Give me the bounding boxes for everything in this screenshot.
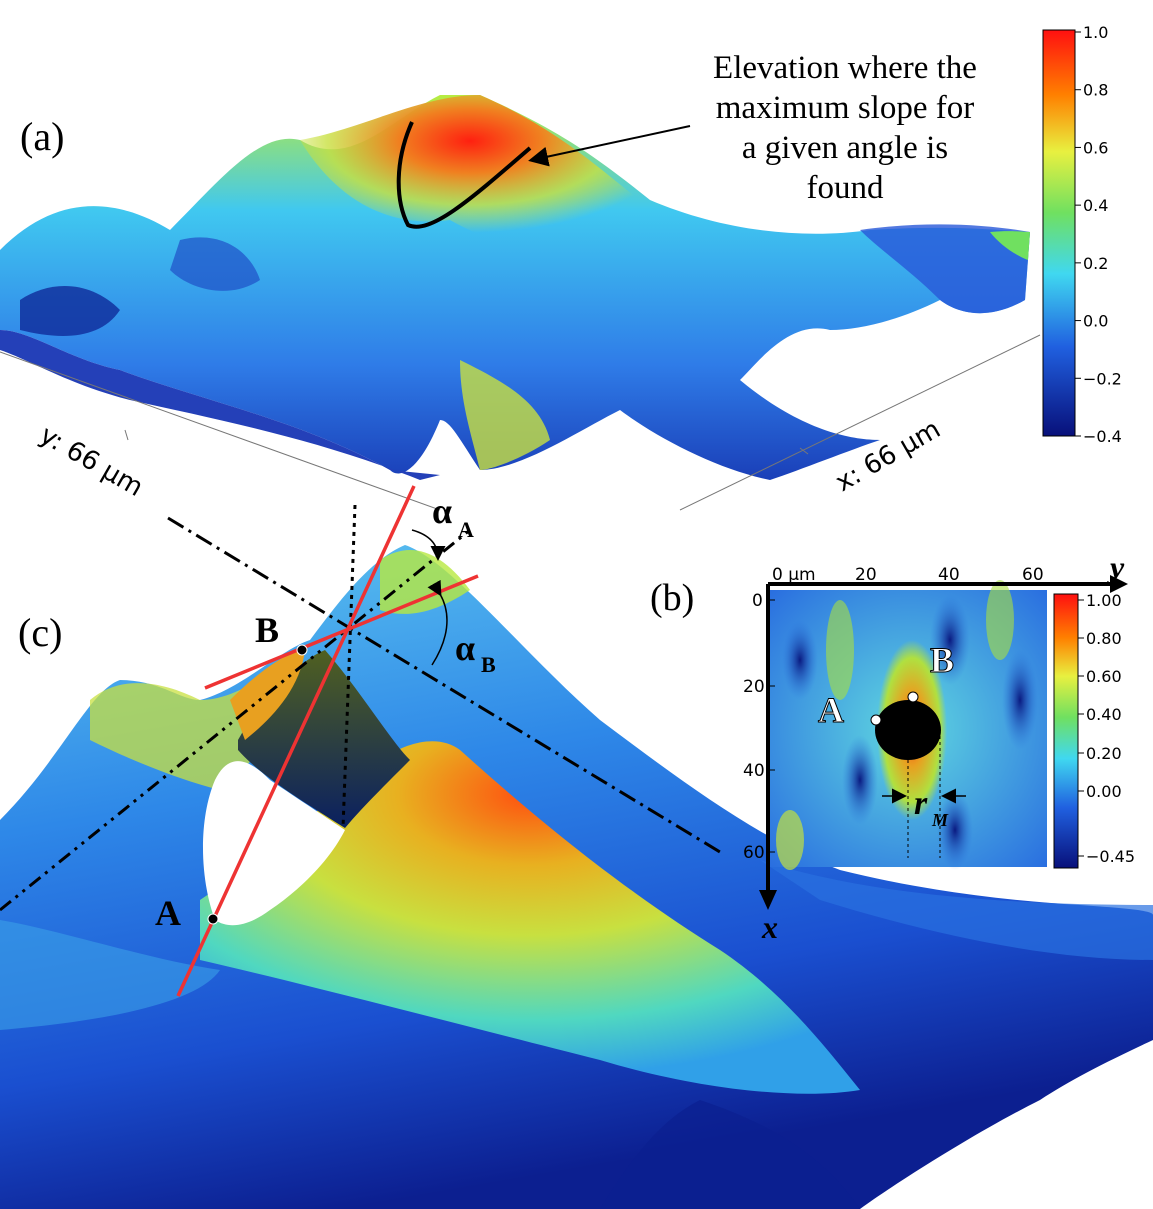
colorbar-a-tick-label: 0.4 — [1083, 196, 1108, 215]
annotation-line-4: found — [807, 170, 884, 206]
map-x-tick-0: 0 µm — [772, 565, 816, 585]
colorbar-a-tick-label: 0.2 — [1083, 254, 1108, 273]
colorbar-a-tick-label: 0.0 — [1083, 312, 1108, 331]
map-y-tick-20: 20 — [743, 677, 765, 697]
colorbar-a-tick-label: −0.2 — [1083, 369, 1122, 388]
colorbar-b-tick-label: 0.00 — [1086, 782, 1122, 801]
annotation-line-1: Elevation where the — [713, 50, 977, 86]
map-x-tick-60: 60 — [1022, 565, 1044, 585]
colorbar-b-tick-label: −0.45 — [1086, 847, 1135, 866]
map-axis-y-letter: y — [1106, 549, 1125, 585]
map-x-tick-40: 40 — [938, 565, 960, 585]
panel-b-axes — [759, 575, 1128, 910]
map-x-tick-20: 20 — [855, 565, 877, 585]
panel-c-construction-lines — [0, 485, 721, 997]
colorbar-b — [1053, 593, 1079, 869]
colorbar-b-tick-label: 1.00 — [1086, 591, 1122, 610]
annotation-line-2: maximum slope for — [716, 90, 974, 126]
radius-symbol: r — [914, 785, 928, 822]
panel-c-surface — [0, 545, 1153, 1209]
panel-c-point-a: A — [155, 893, 181, 933]
panel-b-label: (b) — [650, 577, 694, 619]
colorbar-a-tick-label: 0.8 — [1083, 81, 1108, 100]
axis-y-label: y: 66 µm — [35, 420, 149, 503]
colorbar-b-tick-label: 0.20 — [1086, 744, 1122, 763]
radius-sub: M — [931, 810, 949, 830]
map-y-tick-40: 40 — [743, 761, 765, 781]
alpha-a-sub: A — [458, 517, 474, 542]
panel-c-label: (c) — [18, 610, 62, 655]
map-y-tick-60: 60 — [743, 843, 765, 863]
map-y-tick-0: 0 — [752, 591, 763, 611]
panel-a-axes — [0, 334, 1041, 511]
colorbar-a-ticks: 1.0 0.8 0.6 0.4 0.2 0.0 −0.2 −0.4 — [1075, 23, 1122, 446]
colorbar-b-ticks: 1.00 0.80 0.60 0.40 0.20 0.00 −0.45 — [1078, 591, 1135, 866]
panel-c-point-b: B — [255, 610, 279, 650]
panel-a-surface — [0, 95, 1030, 480]
axis-x-label: x: 66 µm — [831, 414, 946, 498]
colorbar-b-tick-label: 0.60 — [1086, 667, 1122, 686]
map-point-b: B — [930, 640, 954, 680]
map-axis-x-letter: x — [761, 909, 778, 945]
colorbar-b-tick-label: 0.40 — [1086, 705, 1122, 724]
panel-a-label: (a) — [20, 114, 64, 159]
annotation-arrow — [528, 125, 691, 167]
colorbar-b-tick-label: 0.80 — [1086, 629, 1122, 648]
colorbar-a-tick-label: 1.0 — [1083, 23, 1108, 42]
colorbar-a-tick-label: −0.4 — [1083, 427, 1122, 446]
colorbar-a — [1042, 29, 1076, 437]
map-point-a: A — [818, 690, 844, 730]
alpha-a-symbol: α — [432, 491, 452, 531]
panel-b-map — [770, 580, 1047, 870]
annotation-line-3: a given angle is — [742, 130, 948, 166]
alpha-b-symbol: α — [455, 628, 475, 668]
colorbar-a-tick-label: 0.6 — [1083, 138, 1108, 157]
alpha-b-sub: B — [481, 652, 496, 677]
